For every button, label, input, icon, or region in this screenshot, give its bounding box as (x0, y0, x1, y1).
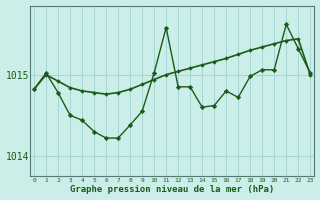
X-axis label: Graphe pression niveau de la mer (hPa): Graphe pression niveau de la mer (hPa) (70, 185, 274, 194)
